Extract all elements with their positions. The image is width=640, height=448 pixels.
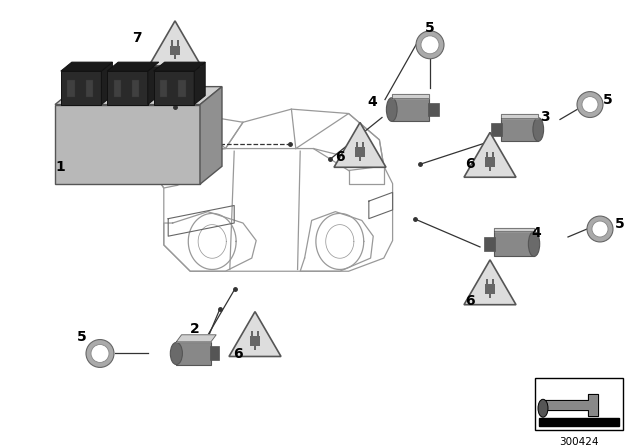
Bar	[489, 167, 491, 171]
Polygon shape	[55, 86, 222, 104]
Bar	[500, 117, 538, 141]
Text: 6: 6	[465, 157, 475, 171]
Ellipse shape	[533, 117, 543, 141]
Polygon shape	[194, 62, 205, 104]
Text: 6: 6	[465, 294, 475, 308]
Polygon shape	[464, 260, 516, 305]
Polygon shape	[229, 312, 281, 357]
Bar	[491, 123, 502, 136]
Bar	[254, 346, 256, 350]
Text: 300424: 300424	[559, 437, 599, 447]
Bar	[486, 151, 488, 157]
Bar	[179, 81, 186, 97]
Text: 4: 4	[531, 226, 541, 240]
Polygon shape	[107, 62, 159, 71]
Bar	[132, 81, 140, 97]
Bar	[160, 81, 168, 97]
Ellipse shape	[538, 399, 548, 417]
Bar	[494, 232, 534, 257]
Polygon shape	[148, 62, 159, 104]
Text: 2: 2	[190, 322, 200, 336]
Ellipse shape	[529, 232, 540, 257]
Bar	[362, 142, 364, 147]
Polygon shape	[101, 62, 113, 104]
Text: 5: 5	[615, 217, 625, 231]
Circle shape	[582, 97, 598, 112]
Bar	[170, 46, 180, 56]
Text: 4: 4	[367, 95, 377, 108]
Polygon shape	[500, 114, 538, 117]
Bar	[154, 71, 194, 104]
Polygon shape	[392, 94, 429, 98]
Bar	[359, 157, 361, 161]
Ellipse shape	[387, 98, 397, 121]
Text: 5: 5	[77, 330, 87, 344]
Polygon shape	[334, 122, 386, 167]
Text: 7: 7	[132, 31, 142, 45]
Bar	[252, 331, 253, 336]
Polygon shape	[154, 62, 205, 71]
Bar	[492, 279, 493, 284]
Bar	[392, 98, 429, 121]
Circle shape	[416, 31, 444, 59]
Bar	[486, 279, 488, 284]
Polygon shape	[149, 21, 201, 66]
Ellipse shape	[170, 342, 182, 365]
Bar	[492, 151, 493, 157]
Polygon shape	[177, 335, 216, 342]
Bar	[210, 346, 220, 361]
Bar	[174, 56, 176, 59]
Bar	[86, 81, 93, 97]
Bar	[177, 342, 211, 365]
Bar	[107, 71, 148, 104]
Polygon shape	[464, 133, 516, 177]
Bar	[67, 81, 75, 97]
Circle shape	[587, 216, 613, 242]
Circle shape	[577, 91, 603, 117]
Bar	[535, 379, 623, 430]
Circle shape	[86, 340, 114, 367]
Bar	[355, 147, 365, 157]
Polygon shape	[543, 394, 598, 416]
Circle shape	[592, 221, 608, 237]
Polygon shape	[494, 228, 534, 232]
Bar	[257, 331, 259, 336]
Bar	[177, 40, 179, 46]
Bar	[114, 81, 121, 97]
Circle shape	[421, 36, 439, 54]
Bar	[61, 71, 101, 104]
Circle shape	[91, 345, 109, 362]
Bar	[484, 237, 495, 251]
Bar	[484, 284, 495, 294]
Text: 6: 6	[233, 348, 243, 362]
Text: 3: 3	[540, 111, 550, 125]
Bar	[428, 103, 440, 116]
Bar	[489, 294, 491, 298]
Bar	[484, 157, 495, 167]
Text: 6: 6	[335, 151, 345, 164]
Bar	[356, 142, 358, 147]
Bar	[55, 104, 200, 184]
Polygon shape	[61, 62, 113, 71]
Bar	[250, 336, 260, 346]
Text: 5: 5	[425, 21, 435, 35]
Text: 1: 1	[55, 160, 65, 174]
Text: 5: 5	[603, 93, 613, 107]
Bar	[172, 40, 173, 46]
Polygon shape	[539, 418, 619, 426]
Polygon shape	[200, 86, 222, 184]
